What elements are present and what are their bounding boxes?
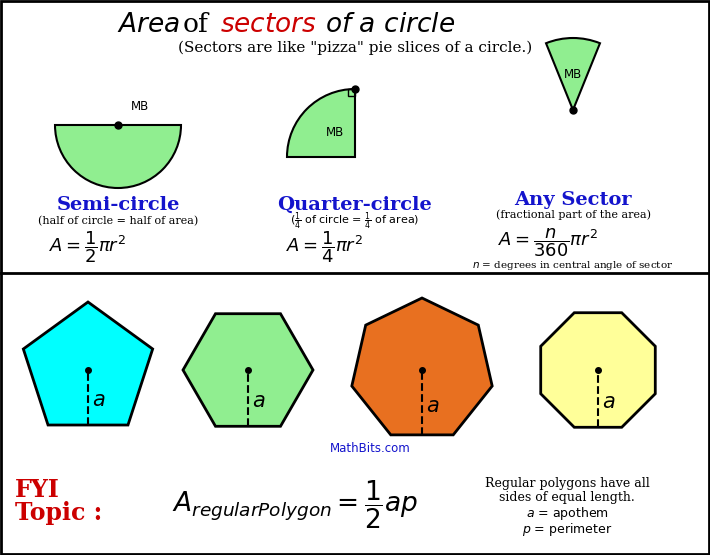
Polygon shape <box>352 298 492 435</box>
Text: $a$ = apothem: $a$ = apothem <box>525 506 608 522</box>
Text: MathBits.com: MathBits.com <box>329 441 410 455</box>
Bar <box>348 89 355 96</box>
Text: a: a <box>603 391 616 411</box>
Text: a: a <box>427 396 439 416</box>
Text: ($\frac{1}{4}$ of circle = $\frac{1}{4}$ of area): ($\frac{1}{4}$ of circle = $\frac{1}{4}$… <box>290 210 420 232</box>
Text: MB: MB <box>564 68 582 82</box>
Wedge shape <box>55 125 181 188</box>
Polygon shape <box>23 302 153 425</box>
Text: $p$ = perimeter: $p$ = perimeter <box>522 521 612 537</box>
Text: $n$ = degrees in central angle of sector: $n$ = degrees in central angle of sector <box>472 260 674 273</box>
Text: Topic :: Topic : <box>15 501 102 525</box>
Text: $A=\dfrac{1}{2}\pi r^2$: $A=\dfrac{1}{2}\pi r^2$ <box>50 229 126 265</box>
Text: FYI: FYI <box>15 478 60 502</box>
Text: a: a <box>92 390 105 410</box>
Text: Any Sector: Any Sector <box>514 191 632 209</box>
Text: of: of <box>183 13 209 38</box>
Text: $\mathit{of\ a\ circle}$: $\mathit{of\ a\ circle}$ <box>325 12 455 38</box>
Text: sides of equal length.: sides of equal length. <box>499 492 635 504</box>
Text: (fractional part of the area): (fractional part of the area) <box>496 210 650 220</box>
Text: MB: MB <box>326 125 344 139</box>
Text: Semi-circle: Semi-circle <box>56 196 180 214</box>
Text: $A=\dfrac{n}{360}\pi r^2$: $A=\dfrac{n}{360}\pi r^2$ <box>498 226 598 259</box>
Text: (Sectors are like "pizza" pie slices of a circle.): (Sectors are like "pizza" pie slices of … <box>178 41 532 55</box>
Text: Quarter-circle: Quarter-circle <box>278 196 432 214</box>
Wedge shape <box>287 89 355 157</box>
Text: MB: MB <box>131 100 149 114</box>
Text: a: a <box>253 391 266 411</box>
Text: $A_{regularPolygon}=\dfrac{1}{2}ap$: $A_{regularPolygon}=\dfrac{1}{2}ap$ <box>172 479 418 531</box>
Polygon shape <box>183 314 313 426</box>
Text: $\mathit{Area}$: $\mathit{Area}$ <box>116 12 180 38</box>
Text: (half of circle = half of area): (half of circle = half of area) <box>38 216 198 226</box>
Polygon shape <box>541 312 655 427</box>
Text: Regular polygons have all: Regular polygons have all <box>485 477 650 490</box>
Text: $\mathbf{\mathit{sectors}}$: $\mathbf{\mathit{sectors}}$ <box>219 12 317 38</box>
Wedge shape <box>546 38 600 110</box>
Text: $A=\dfrac{1}{4}\pi r^2$: $A=\dfrac{1}{4}\pi r^2$ <box>287 229 364 265</box>
